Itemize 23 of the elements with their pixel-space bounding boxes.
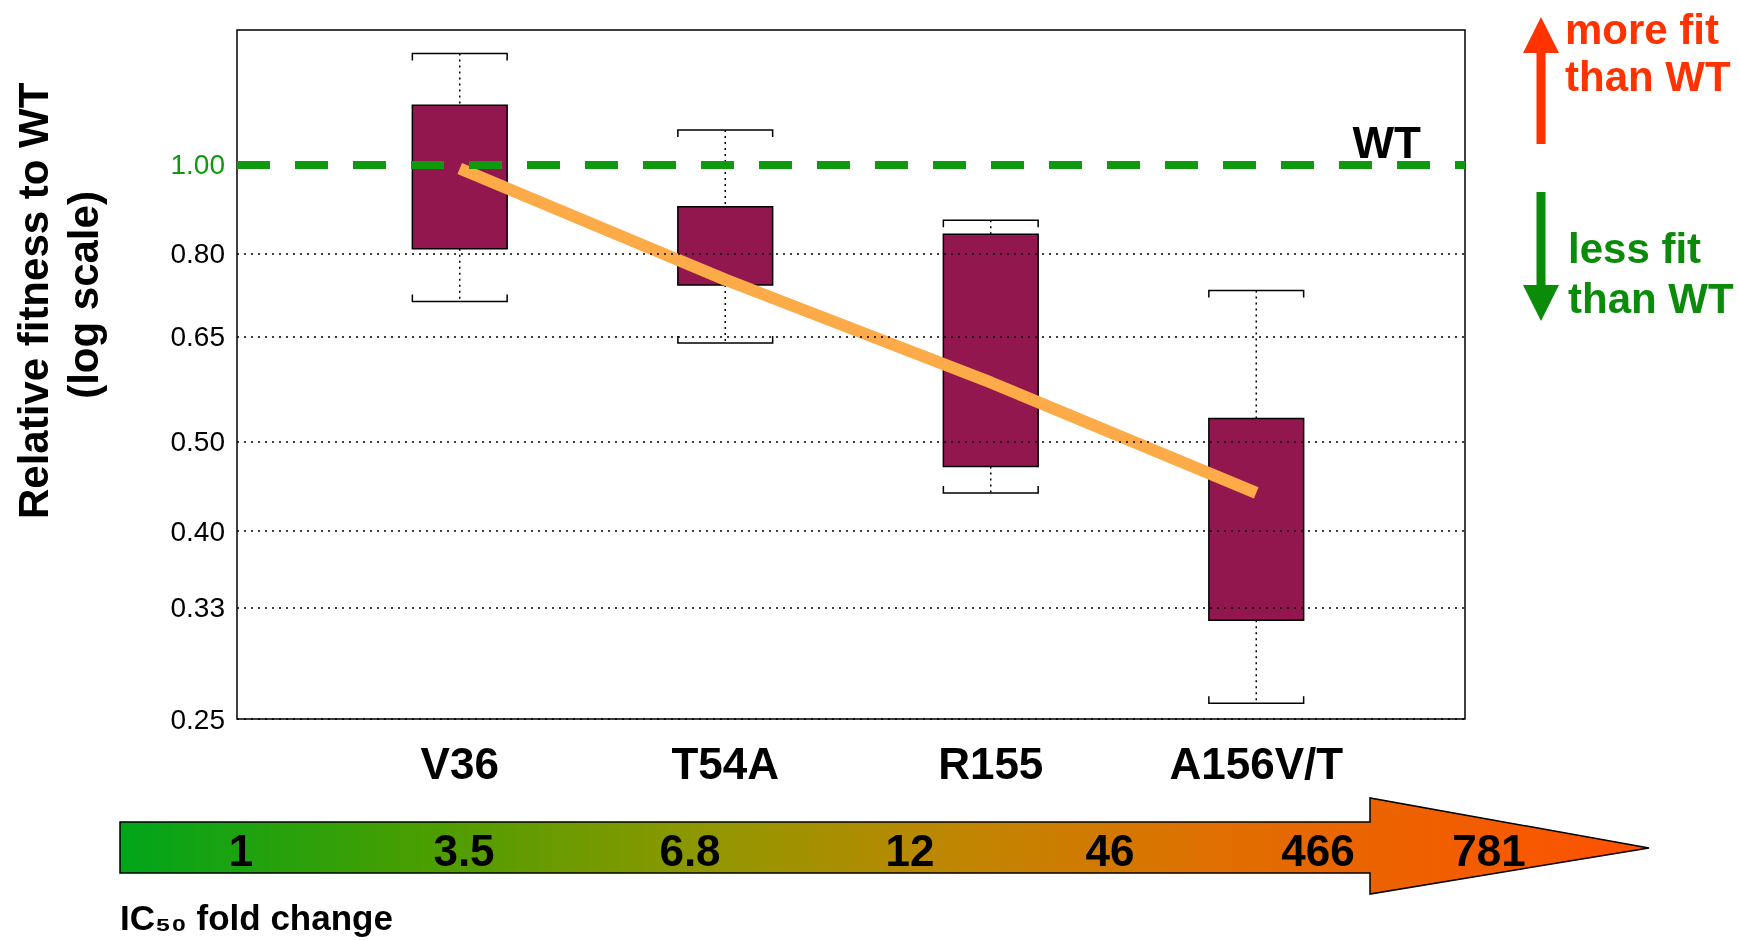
text: 6.8 — [659, 825, 721, 875]
text: 781 — [1452, 825, 1526, 875]
y-tick-label: 0.65 — [170, 321, 225, 353]
text: less fit than WT — [1568, 224, 1734, 322]
x-tick-label: V36 — [420, 738, 499, 788]
text: 12 — [885, 825, 935, 875]
y-tick-label: 1.00 — [170, 149, 225, 181]
text: 46 — [1085, 825, 1135, 875]
x-tick-label: R155 — [938, 738, 1044, 788]
y-tick-label: 0.25 — [170, 703, 225, 735]
y-tick-label: 0.50 — [170, 426, 225, 458]
y-tick-label: 0.40 — [170, 515, 225, 547]
text: more fit than WT — [1565, 6, 1731, 100]
text: 466 — [1281, 825, 1355, 875]
ref-line-label: WT — [1352, 118, 1422, 168]
x-tick-label: T54A — [671, 738, 780, 788]
y-tick-label: 0.33 — [170, 592, 225, 624]
y-tick-label: 0.80 — [170, 238, 225, 270]
text: IC₅₀ fold change — [120, 897, 393, 937]
text: 1 — [228, 825, 254, 875]
text: 3.5 — [433, 825, 495, 875]
x-tick-label: A156V/T — [1169, 738, 1344, 788]
y-axis-title: Relative fitness to WT (log scale) — [9, 70, 107, 520]
